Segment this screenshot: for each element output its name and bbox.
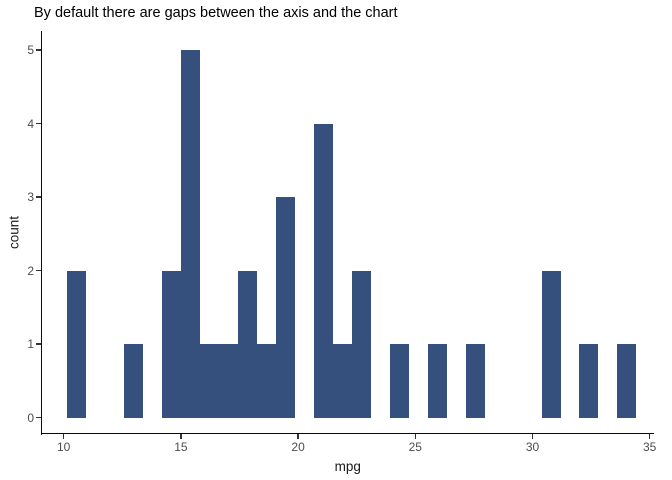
histogram-bar [579,344,599,418]
x-tick-mark [63,434,65,439]
x-tick-mark [180,434,182,439]
histogram-bar [541,270,561,418]
y-tick-mark [36,49,41,51]
y-tick-mark [36,416,41,419]
y-tick-label: 2 [27,263,34,278]
histogram-bar [389,344,409,418]
histogram-bar [66,270,86,418]
x-tick-label: 10 [57,440,71,454]
y-tick-mark [36,343,41,345]
histogram-bar [332,344,352,418]
histogram-bar [427,344,447,418]
x-tick-mark [531,434,534,439]
y-tick-label: 5 [27,43,34,57]
histogram-bar [180,50,200,418]
x-tick-label: 15 [174,440,188,454]
histogram-bar [123,344,143,418]
y-axis-title: count [6,215,22,250]
x-tick-label: 20 [291,440,305,454]
x-axis-line [41,433,654,435]
y-tick-mark [36,196,41,198]
y-axis-line [41,31,43,435]
x-tick-label: 35 [643,440,657,454]
x-tick-mark [414,434,416,439]
histogram-bar [275,197,295,418]
histogram-bar [199,344,219,418]
x-tick-mark [649,434,651,439]
histogram-bar [256,344,276,418]
histogram-bar [351,270,371,418]
y-tick-label: 1 [27,337,34,351]
y-tick-label: 3 [27,190,34,204]
histogram-bar [218,344,238,418]
histogram-bar [465,344,485,418]
y-tick-label: 0 [27,410,34,425]
x-tick-label: 25 [408,440,422,454]
histogram-bar [237,270,257,418]
y-tick-mark [36,122,41,125]
histogram-bar [617,344,637,418]
plot-panel [42,31,654,434]
histogram-bar [161,270,181,418]
y-tick-label: 4 [27,116,34,131]
x-axis-title: mpg [334,459,361,474]
chart-title: By default there are gaps between the ax… [34,5,398,21]
histogram-bar [313,123,333,418]
y-tick-mark [36,269,41,272]
x-tick-mark [297,434,299,439]
x-tick-label: 30 [525,440,540,454]
